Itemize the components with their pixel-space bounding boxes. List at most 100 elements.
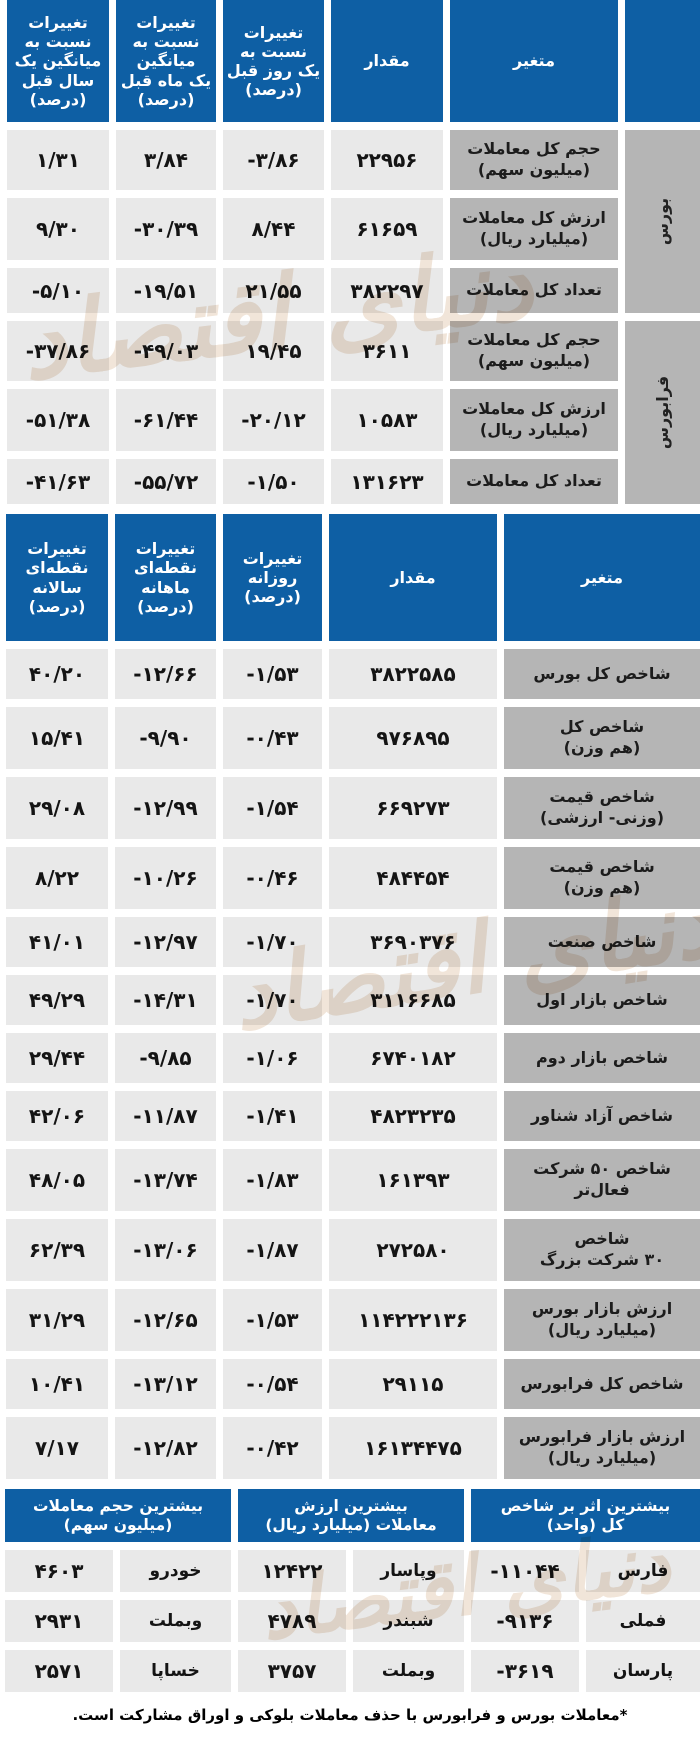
daily-change-cell: -۱/۷۰ [223,917,322,967]
daily-change-cell: -۱/۰۶ [223,1033,322,1083]
ticker-value-cell: ۴۶۰۳ [5,1550,113,1592]
corner-cell [625,0,700,122]
yearly-change-cell: ۳۱/۲۹ [6,1289,108,1351]
daily-change-cell: -۱/۸۳ [223,1149,322,1211]
row-label: ارزش کل معاملات (میلیارد ریال) [450,198,618,260]
monthly-change-cell: -۱۲/۹۷ [115,917,216,967]
monthly-change-cell: -۱۰/۲۶ [115,847,216,909]
row-label: ارزش بازار فرابورس (میلیارد ریال) [504,1417,700,1479]
ticker-value-cell: -۹۱۳۶ [471,1600,579,1642]
monthly-change-cell: -۱۲/۶۵ [115,1289,216,1351]
value-cell: ۳۸۲۲۵۸۵ [329,649,497,699]
ticker-value-cell: ۳۷۵۷ [238,1650,346,1692]
col-header-variable: متغیر [504,514,700,641]
row-label: تعداد کل معاملات [450,459,618,504]
daily-change-cell: -۰/۴۶ [223,847,322,909]
value-cell: ۳۶۱۱ [331,321,443,381]
day-change-cell: -۱/۵۰ [223,459,324,504]
value-cell: ۴۸۲۳۲۳۵ [329,1091,497,1141]
col-header-value: مقدار [331,0,443,122]
ticker-cell: خساپا [120,1650,231,1692]
day-change-cell: ۱۹/۴۵ [223,321,324,381]
year-change-cell: ۹/۳۰ [7,198,109,260]
yearly-change-cell: ۱۰/۴۱ [6,1359,108,1409]
day-change-cell: -۲۰/۱۲ [223,389,324,451]
row-label: شاخص ۳۰ شرکت بزرگ [504,1219,700,1281]
daily-change-cell: -۱/۴۱ [223,1091,322,1141]
row-label: شاخص قیمت (هم وزن) [504,847,700,909]
ticker-cell: فارس [586,1550,700,1592]
ticker-cell: وپاسار [353,1550,464,1592]
value-cell: ۶۱۶۵۹ [331,198,443,260]
year-change-cell: -۳۷/۸۶ [7,321,109,381]
row-label: شاخص قیمت (وزنی- ارزشی) [504,777,700,839]
year-change-cell: ۱/۳۱ [7,130,109,190]
ticker-value-cell: ۴۷۸۹ [238,1600,346,1642]
ticker-cell: وبملت [120,1600,231,1642]
day-change-cell: -۳/۸۶ [223,130,324,190]
value-cell: ۱۰۵۸۳ [331,389,443,451]
year-change-cell: -۵/۱۰ [7,268,109,313]
daily-change-cell: -۱/۵۴ [223,777,322,839]
section-header-trade-volume: بیشترین حجم معاملات (میلیون سهم) [5,1489,231,1542]
value-cell: ۶۷۴۰۱۸۲ [329,1033,497,1083]
value-cell: ۱۳۱۶۲۳ [331,459,443,504]
col-header-year-change: تغییرات نسبت به میانگین یک سال قبل (درصد… [7,0,109,122]
year-change-cell: -۴۱/۶۳ [7,459,109,504]
yearly-change-cell: ۴۰/۲۰ [6,649,108,699]
monthly-change-cell: -۱۳/۷۴ [115,1149,216,1211]
monthly-change-cell: -۱۲/۹۹ [115,777,216,839]
col-header-month-change: تغییرات نسبت به میانگین یک ماه قبل (درصد… [116,0,216,122]
value-cell: ۲۷۲۵۸۰ [329,1219,497,1281]
yearly-change-cell: ۷/۱۷ [6,1417,108,1479]
footnote: *معاملات بورس و فرابورس با حذف معاملات ب… [72,1706,628,1724]
value-cell: ۲۹۱۱۵ [329,1359,497,1409]
daily-change-cell: -۰/۴۳ [223,707,322,769]
daily-change-cell: -۰/۵۴ [223,1359,322,1409]
ticker-cell: شبندر [353,1600,464,1642]
value-cell: ۳۶۹۰۳۷۶ [329,917,497,967]
col-header-day-change: تغییرات نسبت به یک روز قبل (درصد) [223,0,324,122]
ticker-value-cell: ۱۲۴۲۲ [238,1550,346,1592]
ticker-value-cell: -۱۱۰۴۴ [471,1550,579,1592]
daily-change-cell: -۱/۵۳ [223,1289,322,1351]
value-cell: ۲۲۹۵۶ [331,130,443,190]
monthly-change-cell: -۹/۸۵ [115,1033,216,1083]
ticker-value-cell: ۲۹۳۱ [5,1600,113,1642]
value-cell: ۱۶۱۳۴۴۷۵ [329,1417,497,1479]
row-label: ارزش کل معاملات (میلیارد ریال) [450,389,618,451]
value-cell: ۹۷۶۸۹۵ [329,707,497,769]
value-cell: ۳۸۲۲۹۷ [331,268,443,313]
ticker-value-cell: -۳۶۱۹ [471,1650,579,1692]
value-cell: ۱۱۴۲۲۲۱۳۶ [329,1289,497,1351]
yearly-change-cell: ۶۲/۳۹ [6,1219,108,1281]
monthly-change-cell: -۹/۹۰ [115,707,216,769]
yearly-change-cell: ۴۸/۰۵ [6,1149,108,1211]
daily-change-cell: -۱/۵۳ [223,649,322,699]
monthly-change-cell: -۱۲/۶۶ [115,649,216,699]
year-change-cell: -۵۱/۳۸ [7,389,109,451]
value-cell: ۶۶۹۲۷۳ [329,777,497,839]
row-label: شاخص کل بورس [504,649,700,699]
month-change-cell: -۴۹/۰۳ [116,321,216,381]
top-movers-table: بیشترین اثر بر شاخص کل (واحد) بیشترین ار… [0,1489,700,1692]
row-label: شاخص کل (هم وزن) [504,707,700,769]
yearly-change-cell: ۲۹/۰۸ [6,777,108,839]
row-label: شاخص آزاد شناور [504,1091,700,1141]
section-header-index-impact: بیشترین اثر بر شاخص کل (واحد) [471,1489,700,1542]
value-cell: ۳۱۱۶۶۸۵ [329,975,497,1025]
daily-change-cell: -۱/۷۰ [223,975,322,1025]
row-label: ارزش بازار بورس (میلیارد ریال) [504,1289,700,1351]
yearly-change-cell: ۴۹/۲۹ [6,975,108,1025]
value-cell: ۱۶۱۳۹۳ [329,1149,497,1211]
ticker-cell: وبملت [353,1650,464,1692]
ticker-cell: فملی [586,1600,700,1642]
day-change-cell: ۸/۴۴ [223,198,324,260]
month-change-cell: -۵۵/۷۲ [116,459,216,504]
row-label: شاخص بازار اول [504,975,700,1025]
value-cell: ۴۸۴۴۵۴ [329,847,497,909]
yearly-change-cell: ۸/۲۲ [6,847,108,909]
section-header-trade-value: بیشترین ارزش معاملات (میلیارد ریال) [238,1489,464,1542]
col-header-variable: متغیر [450,0,618,122]
